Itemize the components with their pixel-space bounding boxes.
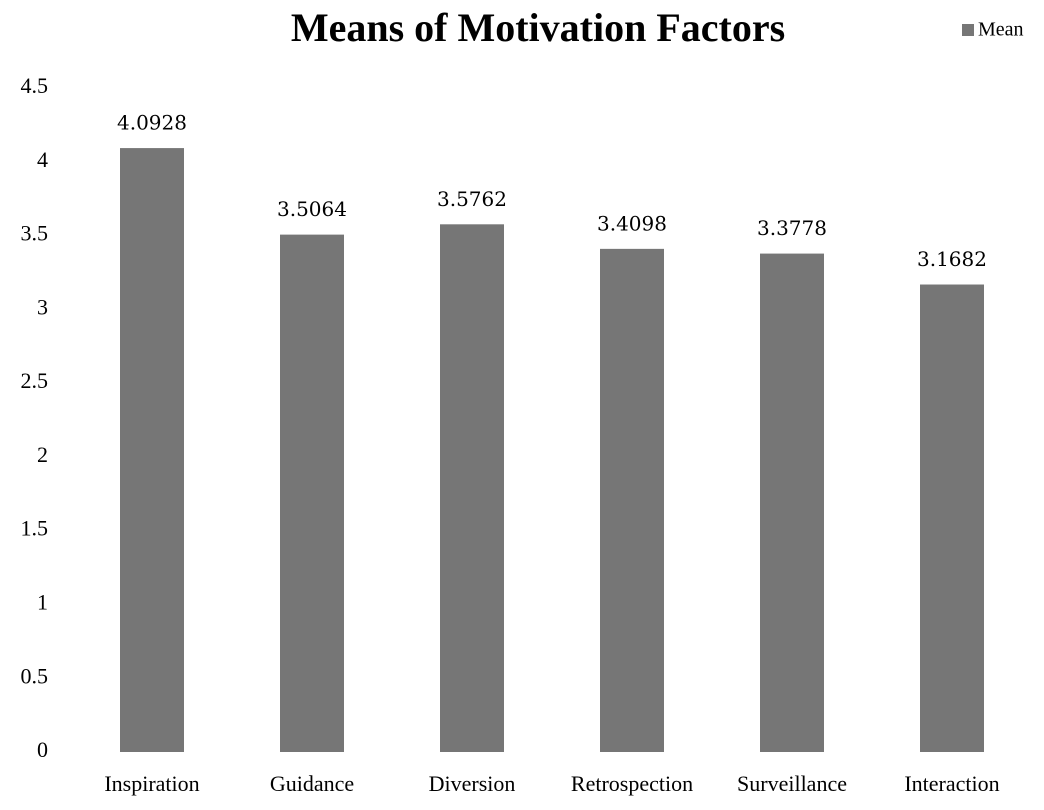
y-tick-label: 2 xyxy=(37,442,48,467)
bar xyxy=(600,248,664,753)
x-tick-label: Diversion xyxy=(429,771,516,796)
data-label: 4.0928 xyxy=(117,111,187,135)
data-label: 3.3778 xyxy=(757,216,827,240)
bar xyxy=(280,234,344,752)
x-tick-label: Inspiration xyxy=(104,771,199,796)
legend-label: Mean xyxy=(978,19,1024,41)
chart-title: Means of Motivation Factors xyxy=(291,5,785,50)
x-tick-label: Interaction xyxy=(904,771,999,796)
data-label: 3.1682 xyxy=(917,247,987,271)
bar xyxy=(760,253,824,752)
y-tick-label: 3.5 xyxy=(21,221,49,246)
y-tick-label: 4 xyxy=(37,147,48,172)
data-label: 3.5762 xyxy=(437,187,507,211)
legend-swatch xyxy=(962,24,974,36)
bar xyxy=(440,224,504,752)
y-tick-label: 2.5 xyxy=(21,368,49,393)
x-tick-label: Surveillance xyxy=(737,771,847,796)
bar xyxy=(920,284,984,752)
y-tick-label: 4.5 xyxy=(21,73,49,98)
y-tick-label: 0.5 xyxy=(21,663,49,688)
y-tick-label: 0 xyxy=(37,737,48,762)
data-label: 3.4098 xyxy=(597,211,667,235)
y-tick-label: 1 xyxy=(37,589,48,614)
data-label: 3.5064 xyxy=(277,197,347,221)
y-tick-label: 1.5 xyxy=(21,516,49,541)
x-tick-label: Retrospection xyxy=(571,771,693,796)
bar xyxy=(120,148,184,753)
y-tick-label: 3 xyxy=(37,294,48,319)
x-tick-label: Guidance xyxy=(270,771,354,796)
